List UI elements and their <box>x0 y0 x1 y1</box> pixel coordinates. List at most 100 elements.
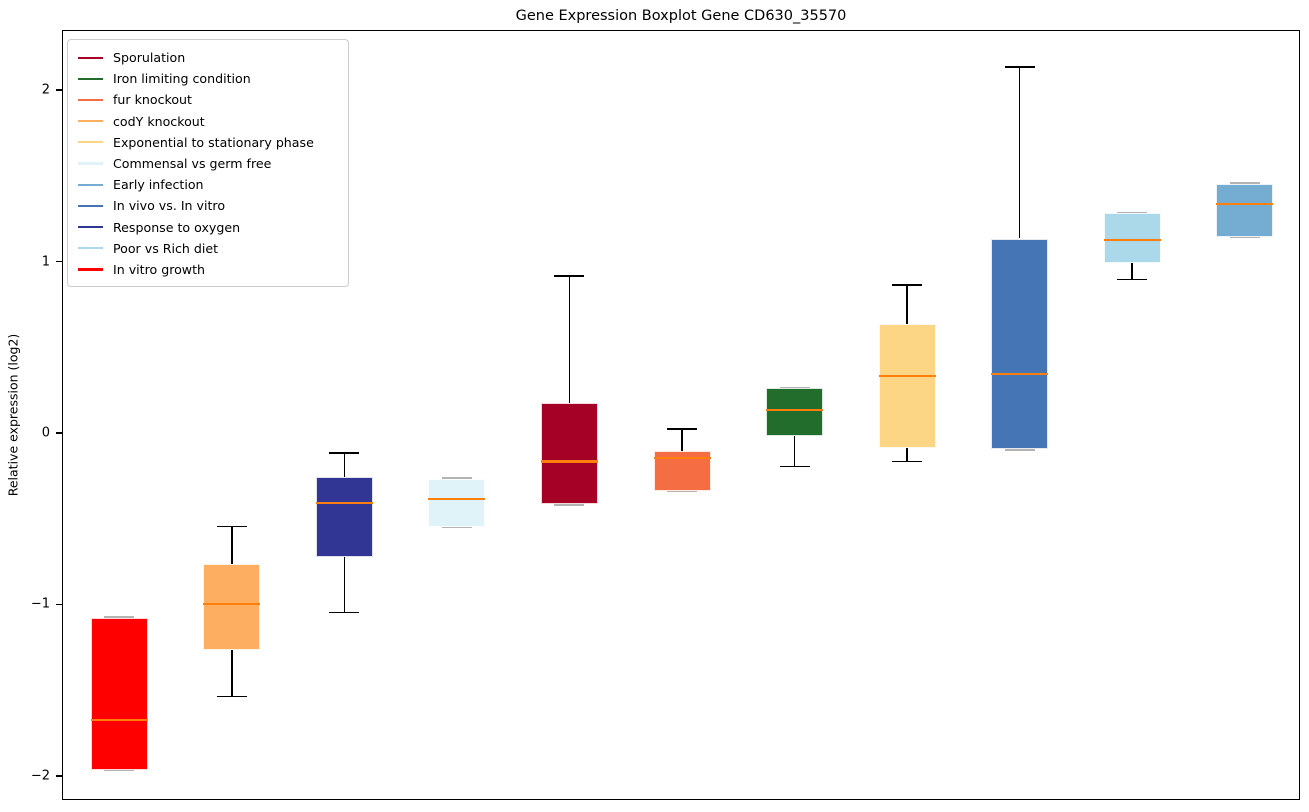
boxplot-median-line <box>540 460 598 463</box>
boxplot-box <box>315 476 373 558</box>
boxplot-box <box>1103 212 1161 263</box>
legend-item-label: In vitro growth <box>113 261 206 277</box>
legend-item: Iron limiting condition <box>78 68 344 89</box>
legend-color-line-icon <box>78 141 103 144</box>
boxplot-median-line <box>991 372 1049 376</box>
y-tick-label: −1 <box>30 596 50 612</box>
boxplot-whisker-cap <box>329 452 360 454</box>
legend-color-line-icon <box>78 120 103 123</box>
boxplot-whisker-cap <box>779 465 810 468</box>
legend-color-line-icon <box>78 183 103 186</box>
boxplot-whisker-cap <box>667 489 697 492</box>
legend-item: In vitro growth <box>78 259 344 280</box>
boxplot-median-line <box>428 498 486 501</box>
boxplot-whisker-cap <box>554 275 585 278</box>
legend-item: In vivo vs. In vitro <box>78 195 344 216</box>
boxplot-whisker-cap <box>1229 182 1260 185</box>
y-tick-label: 0 <box>41 425 50 441</box>
legend-item-label: Sporulation <box>113 50 186 66</box>
boxplot-whisker-cap <box>441 477 472 480</box>
legend-item: Poor vs Rich diet <box>78 238 344 259</box>
boxplot-whisker-line <box>343 557 346 613</box>
boxplot-whisker-cap <box>104 616 135 619</box>
y-axis-label: Relative expression (log2) <box>5 333 21 497</box>
boxplot-whisker-line <box>906 447 908 462</box>
legend-item: Early infection <box>78 174 344 195</box>
boxplot-whisker-cap <box>1004 448 1035 451</box>
boxplot-median-line <box>90 719 148 722</box>
legend-color-line-icon <box>78 226 103 229</box>
boxplot-whisker-line <box>231 526 233 565</box>
legend-color-line-icon <box>78 98 103 102</box>
y-tick-label: 1 <box>41 254 50 269</box>
boxplot-whisker-line <box>1131 262 1133 280</box>
chart-title: Gene Expression Boxplot Gene CD630_35570 <box>515 8 847 24</box>
boxplot-box <box>991 238 1049 450</box>
y-tick-mark <box>56 432 62 434</box>
legend-box: Sporulation Iron limiting condition fur kn… <box>67 39 349 288</box>
legend-item-label: Early infection <box>113 177 204 193</box>
legend-color-line-icon <box>78 247 103 250</box>
boxplot-median-line <box>653 456 711 460</box>
legend-item-label: Iron limiting condition <box>113 71 251 87</box>
y-tick-mark <box>56 603 62 606</box>
boxplot-box <box>1216 183 1274 237</box>
boxplot-whisker-line <box>681 428 683 452</box>
legend-item-label: fur knockout <box>113 92 192 108</box>
legend-item: Exponential to stationary phase <box>78 132 344 153</box>
legend-color-line-icon <box>78 77 103 80</box>
legend-color-line-icon <box>78 204 103 207</box>
boxplot-median-line <box>203 602 261 605</box>
y-tick-mark <box>56 260 62 263</box>
boxplot-median-line <box>1216 203 1274 206</box>
boxplot-whisker-cap <box>216 525 247 528</box>
legend-item-label: codY knockout <box>113 113 205 129</box>
boxplot-whisker-line <box>793 435 796 467</box>
boxplot-box <box>766 387 824 436</box>
boxplot-whisker-cap <box>554 503 585 506</box>
boxplot-whisker-cap <box>892 284 923 286</box>
boxplot-median-line <box>1103 239 1161 242</box>
legend-item-label: Exponential to stationary phase <box>113 134 314 150</box>
boxplot-median-line <box>878 374 936 377</box>
boxplot-box <box>203 564 261 651</box>
legend-item: fur knockout <box>78 89 344 110</box>
boxplot-whisker-cap <box>216 695 247 698</box>
boxplot-whisker-cap <box>1117 278 1148 281</box>
boxplot-whisker-cap <box>779 386 810 389</box>
boxplot-box <box>878 324 936 448</box>
boxplot-whisker-cap <box>329 611 360 614</box>
y-tick-mark <box>56 89 62 91</box>
legend-item: Sporulation <box>78 47 344 68</box>
boxplot-whisker-line <box>906 284 908 325</box>
boxplot-whisker-line <box>343 452 346 477</box>
y-tick-label: 2 <box>41 82 50 98</box>
boxplot-median-line <box>766 408 824 412</box>
boxplot-box <box>90 617 148 771</box>
legend-item: Commensal vs germ free <box>78 153 344 174</box>
boxplot-whisker-cap <box>1117 211 1148 214</box>
boxplot-whisker-line <box>1018 67 1021 239</box>
plot-area: Sporulation Iron limiting condition fur kn… <box>62 30 1300 800</box>
boxplot-whisker-line <box>231 650 233 697</box>
boxplot-box <box>428 478 486 527</box>
legend-item-label: Commensal vs germ free <box>113 156 272 172</box>
legend-item-label: Poor vs Rich diet <box>113 240 219 256</box>
legend-item: codY knockout <box>78 111 344 132</box>
boxplot-whisker-cap <box>1004 66 1035 68</box>
y-tick-mark <box>56 775 62 777</box>
boxplot-box <box>540 403 598 505</box>
legend-item: Response to oxygen <box>78 217 344 238</box>
y-tick-label: −2 <box>30 768 50 784</box>
legend-item-label: Response to oxygen <box>113 219 241 235</box>
boxplot-whisker-cap <box>667 428 697 430</box>
legend-color-line-icon <box>78 268 103 271</box>
boxplot-median-line <box>315 501 373 504</box>
legend-item-label: In vivo vs. In vitro <box>113 198 226 214</box>
legend-color-line-icon <box>78 56 103 59</box>
legend-color-line-icon <box>78 162 103 165</box>
boxplot-whisker-cap <box>892 460 923 463</box>
boxplot-whisker-line <box>568 276 571 404</box>
